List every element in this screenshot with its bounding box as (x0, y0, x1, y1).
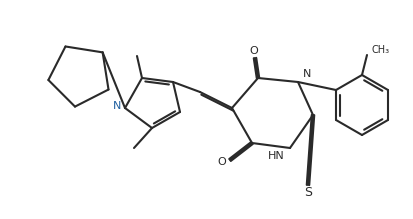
Text: N: N (303, 69, 311, 79)
Text: S: S (304, 185, 312, 198)
Text: N: N (113, 101, 121, 111)
Text: HN: HN (268, 151, 285, 161)
Text: O: O (218, 157, 226, 167)
Text: CH₃: CH₃ (371, 45, 389, 55)
Text: O: O (249, 46, 259, 56)
